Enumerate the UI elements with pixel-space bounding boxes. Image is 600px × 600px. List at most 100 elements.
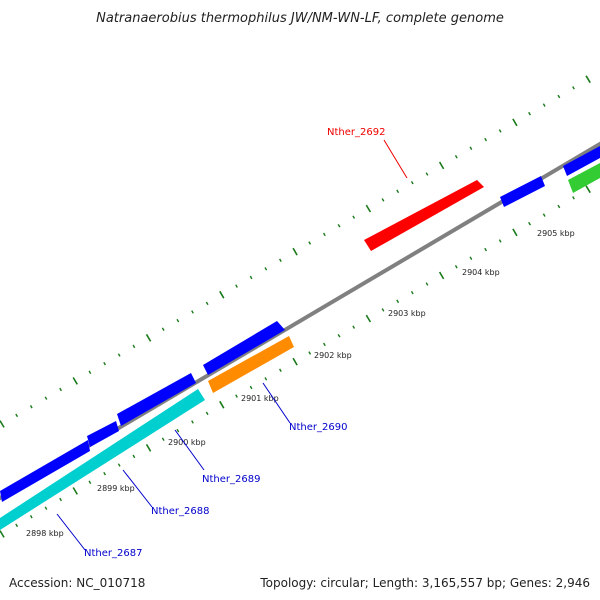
gene-label-nther-2692[interactable]: Nther_2692 xyxy=(327,127,385,138)
gene-label-nther-2690[interactable]: Nther_2690 xyxy=(289,422,347,433)
gene-feature-nther-2692[interactable] xyxy=(364,180,484,251)
topology-summary-text: Topology: circular; Length: 3,165,557 bp… xyxy=(259,576,590,590)
minor-tick xyxy=(469,256,473,260)
minor-tick xyxy=(322,232,326,237)
minor-tick xyxy=(191,420,194,424)
minor-tick xyxy=(176,428,180,433)
gene-feature-nther-2690[interactable] xyxy=(208,336,294,393)
minor-tick xyxy=(498,239,502,243)
gene-label-nther-2688[interactable]: Nther_2688 xyxy=(151,506,209,517)
accession-text: Accession: NC_010718 xyxy=(9,576,145,590)
minor-tick xyxy=(498,129,502,133)
minor-tick xyxy=(484,247,488,252)
minor-tick xyxy=(322,342,326,347)
major-tick xyxy=(0,420,5,428)
major-tick xyxy=(512,228,518,237)
minor-tick xyxy=(308,241,312,245)
gene-feature-forward[interactable] xyxy=(563,146,600,176)
major-tick xyxy=(292,247,298,256)
minor-tick xyxy=(469,146,473,150)
minor-tick xyxy=(425,172,429,176)
gene-feature-forward[interactable] xyxy=(87,421,119,447)
gene-feature-forward[interactable] xyxy=(500,176,545,207)
minor-tick xyxy=(132,454,136,459)
minor-tick xyxy=(29,405,33,409)
minor-tick xyxy=(278,368,282,372)
minor-tick xyxy=(410,180,414,185)
minor-tick xyxy=(205,411,209,416)
minor-tick xyxy=(352,325,356,329)
leader-line-nther-2692 xyxy=(383,139,408,179)
minor-tick xyxy=(528,111,531,116)
major-tick xyxy=(0,530,5,538)
minor-tick xyxy=(44,506,48,510)
major-tick xyxy=(72,377,78,385)
gene-feature-reverse[interactable] xyxy=(0,389,205,530)
minor-tick xyxy=(572,86,575,90)
gene-label-leaders xyxy=(56,139,408,551)
minor-tick xyxy=(235,284,238,288)
minor-tick xyxy=(88,480,92,485)
minor-tick xyxy=(132,344,136,349)
minor-tick xyxy=(15,413,19,418)
minor-tick xyxy=(396,299,400,304)
minor-tick xyxy=(454,265,458,269)
major-tick xyxy=(365,314,372,323)
minor-tick xyxy=(235,394,238,398)
minor-tick xyxy=(557,204,561,209)
minor-tick xyxy=(572,196,575,200)
scale-label-2901: 2901 kbp xyxy=(241,394,279,403)
gene-label-nther-2687[interactable]: Nther_2687 xyxy=(84,548,142,559)
minor-tick xyxy=(278,258,282,262)
minor-tick xyxy=(191,310,194,314)
minor-tick xyxy=(454,155,458,159)
minor-tick xyxy=(29,515,33,519)
major-tick xyxy=(72,487,78,495)
scale-labels: 2898 kbp 2899 kbp 2900 kbp 2901 kbp 2902… xyxy=(26,229,575,538)
outer-tick-track xyxy=(0,75,591,428)
minor-tick xyxy=(88,370,92,375)
major-tick xyxy=(219,290,225,299)
minor-tick xyxy=(161,327,165,331)
major-tick xyxy=(585,75,591,84)
scale-label-2898: 2898 kbp xyxy=(26,529,64,538)
major-tick xyxy=(145,333,152,342)
major-tick xyxy=(438,271,445,280)
scale-label-2905: 2905 kbp xyxy=(537,229,575,238)
scale-label-2904: 2904 kbp xyxy=(462,268,500,277)
minor-tick xyxy=(337,334,341,338)
major-tick xyxy=(145,443,152,452)
minor-tick xyxy=(15,523,19,528)
minor-tick xyxy=(59,497,63,502)
minor-tick xyxy=(410,290,414,295)
minor-tick xyxy=(381,308,385,312)
minor-tick xyxy=(352,215,356,219)
gene-feature-forward[interactable] xyxy=(117,373,196,426)
minor-tick xyxy=(161,437,165,441)
gene-feature-forward[interactable] xyxy=(0,440,90,502)
minor-tick xyxy=(176,318,180,323)
leader-line-nther-2690 xyxy=(262,382,291,424)
leader-line-nther-2687 xyxy=(56,513,86,551)
reverse-strand-features xyxy=(0,163,600,530)
map-title: Natranaerobius thermophilus JW/NM-WN-LF,… xyxy=(96,11,504,26)
gene-feature-green[interactable] xyxy=(568,163,600,193)
forward-strand-features xyxy=(0,146,600,502)
scale-label-2902: 2902 kbp xyxy=(314,351,352,360)
minor-tick xyxy=(59,387,63,392)
scale-label-2903: 2903 kbp xyxy=(388,309,426,318)
scale-label-2899: 2899 kbp xyxy=(97,484,135,493)
minor-tick xyxy=(542,103,546,107)
gene-label-nther-2689[interactable]: Nther_2689 xyxy=(202,474,260,485)
major-tick xyxy=(292,357,298,366)
minor-tick xyxy=(425,282,429,286)
major-tick xyxy=(219,400,225,409)
major-tick xyxy=(512,118,518,127)
minor-tick xyxy=(103,361,107,366)
gene-feature-forward[interactable] xyxy=(203,321,285,375)
minor-tick xyxy=(557,94,561,99)
minor-tick xyxy=(484,137,488,142)
minor-tick xyxy=(264,377,268,381)
